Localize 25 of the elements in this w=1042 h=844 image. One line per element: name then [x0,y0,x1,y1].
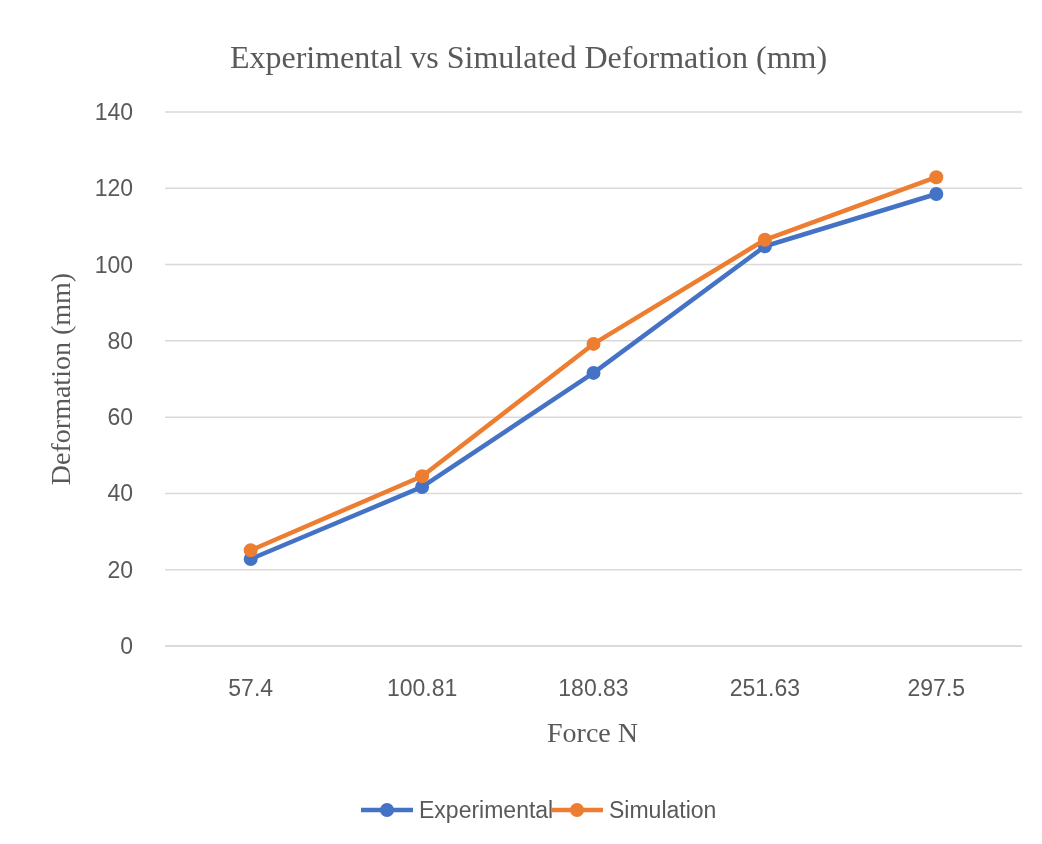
y-tick-label: 80 [107,327,133,354]
x-tick-label: 297.5 [907,675,966,701]
point [415,469,430,484]
point [929,170,944,185]
y-tick-label: 60 [107,404,133,431]
point [757,232,772,247]
point [243,543,258,558]
x-tick-label: 180.83 [558,675,629,701]
y-tick-label: 120 [94,175,133,202]
legend-label: Experimental [419,797,554,823]
y-tick-label: 0 [120,633,133,659]
point [586,365,601,380]
x-tick-label: 57.4 [228,675,274,701]
y-tick-label: 100 [94,251,133,278]
point [586,336,601,351]
x-tick-label: 251.63 [729,675,801,701]
x-tick-label: 100.81 [386,675,458,701]
point [929,187,944,202]
legend-label: Simulation [609,797,717,823]
y-axis-title: Deformation (mm) [45,272,76,486]
x-axis-title: Force N [547,717,638,748]
y-tick-label: 140 [94,99,133,125]
y-tick-label: 40 [107,480,133,507]
y-tick-label: 20 [107,556,133,583]
chart-title: Experimental vs Simulated Deformation (mm) [229,39,828,75]
